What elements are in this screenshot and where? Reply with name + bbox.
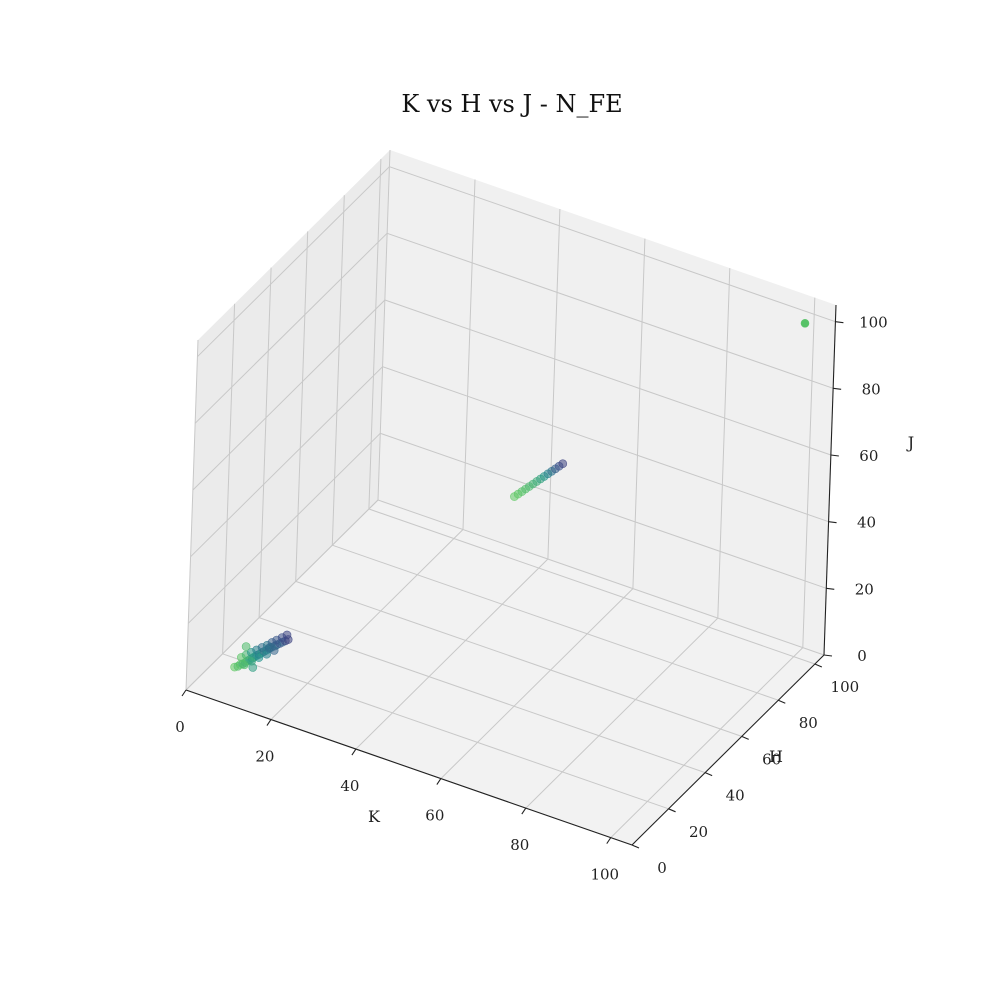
x-gridline [525,268,731,809]
z-tick-label: 80 [862,380,881,398]
axis-lines [181,304,844,849]
z-tick [823,654,833,657]
tick-labels: 0 20 40 60 80 100 0 20 40 60 80 100 0 20 40 60 80 100 [175,314,888,884]
x-gridline [610,297,816,838]
z-gridline [197,166,836,358]
x-tick-label: 40 [340,777,359,795]
x-tick-label: 20 [255,748,274,766]
z-gridline [194,232,834,424]
z-gridline [187,432,827,624]
data-point [240,660,249,670]
x-tick [436,778,442,785]
x-axis-label: K [368,807,381,826]
z-tick [828,521,837,524]
x-gridline [440,238,646,779]
z-tick-label: 100 [859,314,888,332]
data-point [800,318,810,328]
y-tick [668,808,676,813]
z-tick-label: 20 [855,580,874,598]
data-point [282,630,292,640]
z-axis-line [823,304,837,656]
x-axis-line [185,689,633,846]
x-tick-label: 100 [590,866,619,884]
z-tick [833,387,842,390]
z-tick [830,454,839,457]
x-tick [521,807,527,815]
y-tick-label: 40 [726,787,745,805]
y-gridline [258,267,706,774]
y-tick-label: 80 [799,714,818,732]
y-tick [704,772,713,777]
y-tick [631,844,640,849]
y-tick-label: 20 [689,823,708,841]
data-point [248,663,258,672]
y-gridline [331,195,779,701]
z-gridline [185,499,825,691]
y-axis-line [631,654,825,846]
x-tick-label: 0 [175,718,185,736]
z-tick-label: 40 [857,514,876,532]
z-tick [826,587,835,590]
pane-back [378,150,836,655]
x-tick [181,689,187,697]
x-tick-label: 80 [510,836,529,854]
data-point [558,459,568,469]
x-tick [606,837,612,844]
y-tick [741,735,749,740]
y-tick [778,699,786,704]
data-point [241,642,251,651]
data-point [254,653,264,662]
back-pane [378,150,836,655]
y-tick-label: 60 [762,750,781,768]
z-gridline [190,366,829,558]
z-tick-label: 0 [857,647,867,665]
z-tick [835,321,844,324]
z-tick-label: 60 [859,447,878,465]
y-gridline [295,231,742,737]
z-axis-label: J [906,433,914,452]
x-gridline [270,179,476,720]
y-tick-label: 0 [657,859,667,877]
x-tick-label: 60 [425,807,444,825]
x-tick [351,748,357,756]
data-points [230,318,810,672]
x-tick [266,719,272,726]
x-gridline [355,208,561,750]
left-pane [186,150,390,690]
y-tick-label: 100 [831,678,860,696]
y-tick [814,663,823,668]
z-gridline [192,299,832,491]
pane-left [186,150,390,690]
data-point [265,643,274,652]
y-gridline [368,158,816,665]
y-gridline [222,303,669,810]
y-axis-label: H [769,747,783,766]
chart-title: K vs H vs J - N_FE [401,90,622,118]
